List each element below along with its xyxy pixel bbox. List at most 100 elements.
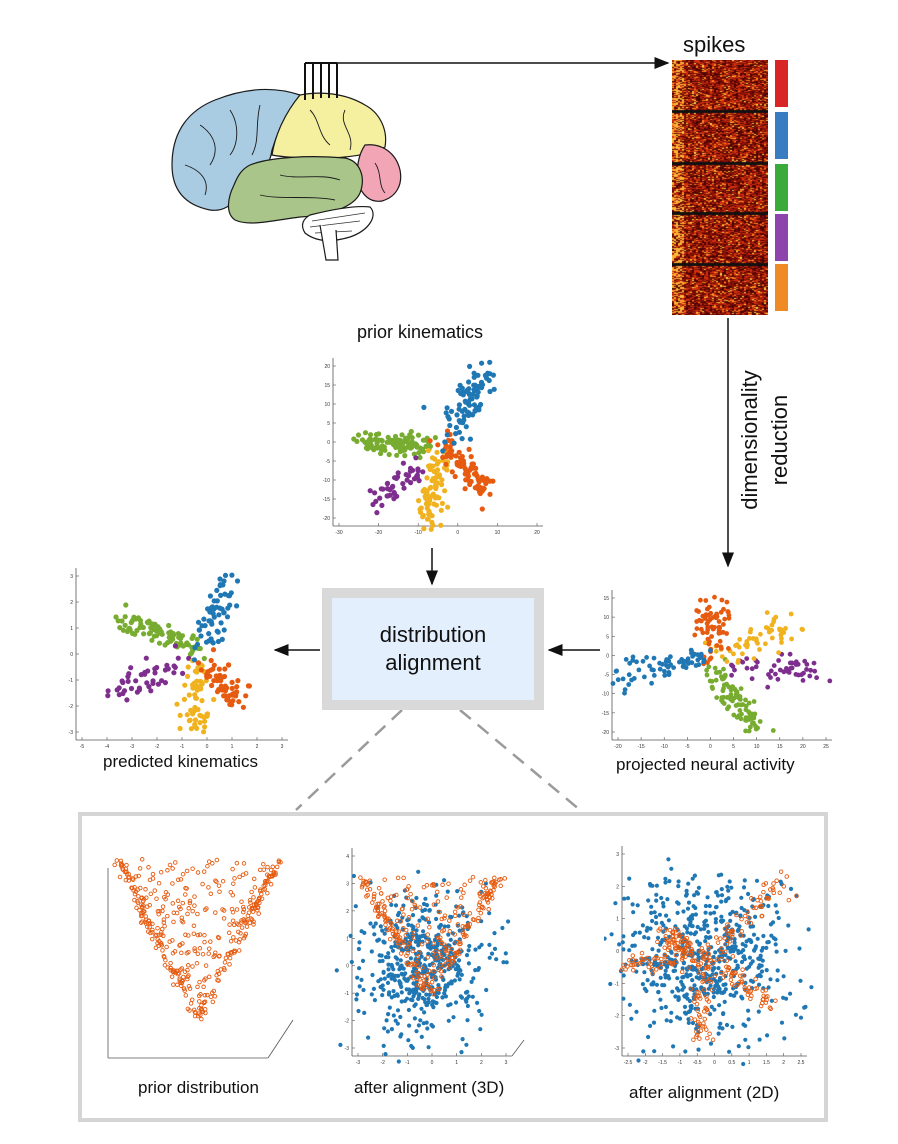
data-point [180, 919, 186, 925]
data-point [208, 994, 214, 1000]
data-point [759, 963, 764, 968]
data-point [253, 903, 259, 908]
tick-label: -2 [380, 1060, 385, 1065]
data-point [368, 444, 374, 450]
data-point [775, 978, 780, 983]
tick-label: -1 [615, 981, 620, 987]
data-point [376, 431, 382, 437]
tick-label: -10 [661, 744, 668, 750]
tick-label: -30 [335, 530, 342, 536]
data-point [734, 642, 740, 648]
data-point [715, 893, 721, 898]
data-point [416, 450, 422, 456]
data-point [640, 658, 646, 664]
tick-label: -10 [415, 530, 422, 536]
data-point [192, 946, 197, 951]
data-point [380, 899, 385, 904]
data-point [442, 969, 447, 974]
data-point [215, 629, 221, 635]
data-point [485, 891, 490, 896]
data-point [445, 504, 451, 510]
data-point [414, 472, 420, 478]
data-point [721, 622, 726, 627]
data-point [688, 941, 693, 946]
data-point [187, 986, 193, 991]
data-point [476, 907, 481, 912]
data-point [744, 656, 750, 661]
data-point [413, 932, 419, 937]
data-point [410, 998, 415, 1003]
data-point [183, 892, 188, 897]
data-point [478, 894, 483, 899]
data-point [117, 874, 123, 880]
data-point [765, 684, 771, 690]
data-point [476, 383, 482, 389]
data-point [397, 937, 402, 943]
data-point [208, 657, 214, 664]
data-point [690, 924, 695, 929]
data-point [201, 984, 206, 990]
data-point [195, 932, 201, 938]
tick-label: 4 [346, 854, 349, 860]
brain-temporal-lobe [227, 156, 363, 224]
data-point [704, 958, 709, 964]
data-point [243, 931, 249, 937]
data-point [681, 909, 686, 914]
data-point [694, 958, 699, 963]
data-point [739, 950, 744, 955]
data-point [704, 935, 709, 940]
tick-label: 0 [327, 440, 330, 446]
data-point [216, 935, 222, 941]
data-point [193, 1010, 198, 1015]
data-point [120, 627, 126, 633]
data-point [656, 990, 661, 995]
tick-label: 15 [777, 744, 783, 750]
data-point [684, 888, 689, 893]
data-point [442, 991, 447, 996]
data-point [194, 725, 200, 731]
data-point [427, 992, 432, 997]
data-point [490, 879, 496, 884]
data-point [411, 927, 416, 932]
data-point [447, 929, 453, 934]
data-point [217, 889, 222, 894]
data-point [152, 621, 158, 627]
data-point [669, 1010, 674, 1015]
data-point [650, 918, 655, 924]
data-point [419, 985, 425, 991]
projected-neural-activity-plot: 15 10 5 0 -5 -10 -15 -20 -20 -15 -10 -5 0 5 10 15 20 25 [598, 585, 838, 755]
data-point [162, 923, 167, 929]
data-point [170, 866, 175, 871]
data-point [252, 885, 258, 890]
data-point [214, 678, 220, 684]
data-point [440, 448, 446, 454]
data-point [148, 688, 154, 694]
data-point [396, 938, 402, 944]
data-point [676, 884, 681, 889]
prior-kinematics-plot: 20 15 10 5 0 -5 -10 -15 -20 -30 -20 -10 0 10 20 [305, 350, 550, 540]
data-point [134, 627, 140, 634]
data-point [223, 955, 229, 961]
data-point [695, 924, 700, 930]
dashed-connector-left [295, 709, 403, 811]
data-point [737, 694, 743, 699]
data-point [150, 927, 155, 933]
data-point [710, 626, 716, 632]
data-point [682, 1010, 688, 1015]
data-point [386, 962, 391, 967]
data-point [757, 719, 763, 724]
data-point [206, 974, 212, 980]
data-point [416, 1023, 421, 1028]
data-point [386, 955, 391, 960]
data-point [181, 974, 186, 980]
data-point [377, 953, 382, 958]
data-point [371, 896, 377, 902]
data-point [651, 673, 657, 678]
data-point [732, 667, 737, 673]
data-point [192, 948, 198, 954]
data-point [214, 857, 220, 863]
data-point [165, 892, 171, 897]
data-point [357, 966, 362, 971]
data-point [446, 932, 451, 937]
stripe-orange [775, 264, 788, 311]
